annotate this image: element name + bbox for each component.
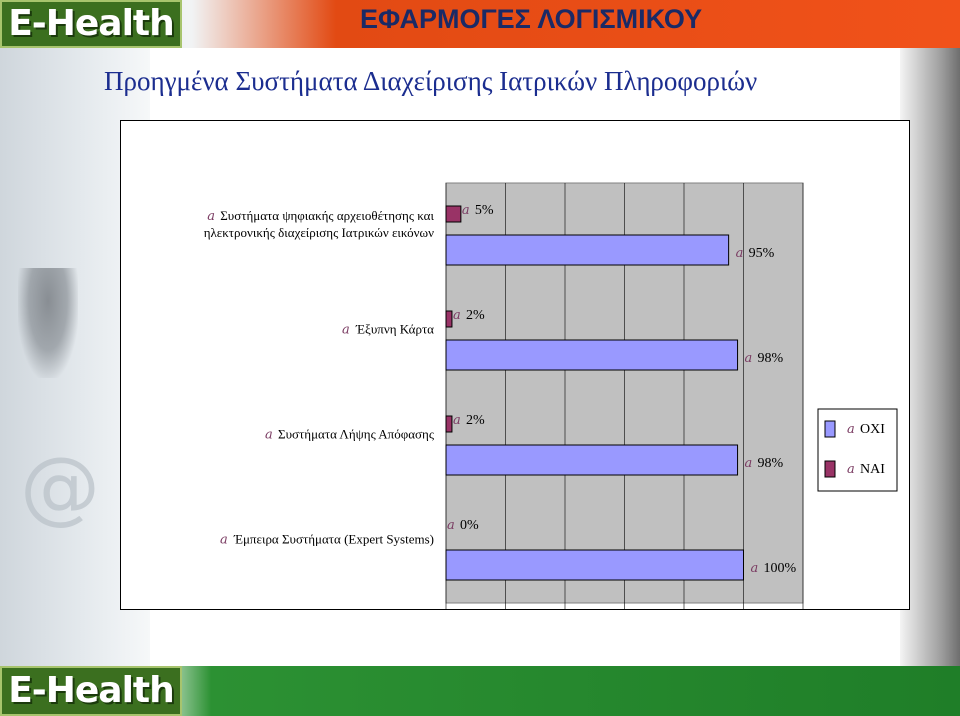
bar-oxi [445,549,744,581]
footer-ehealth-logo: E-Health [0,666,182,716]
legend-label: ΟΧΙ [860,422,885,437]
data-label-bullet-icon: a [453,413,461,428]
category-bullet-icon: a [342,323,350,338]
data-label-nai: 5% [475,203,494,218]
data-label-oxi: 95% [749,246,775,261]
bar-oxi [445,444,739,476]
data-label-nai: 0% [460,518,479,533]
background-panel-right [900,48,960,668]
category-bullet-icon: a [220,533,228,548]
data-label-oxi: 98% [758,456,784,471]
data-label-bullet-icon: a [736,246,744,261]
chart-frame: 5% 95% a a Συστήματα ψηφιακής αρχειοθέτησης … [120,120,910,610]
ehealth-logo: E-Health [0,0,182,48]
category-label: Συστήματα ψηφιακής αρχειοθέτησης και [220,208,434,223]
data-label-nai: 2% [466,308,485,323]
data-label-oxi: 100% [764,561,797,576]
legend-swatch [824,420,836,438]
data-label-bullet-icon: a [462,203,470,218]
category-label: Έξυπνη Κάρτα [355,322,434,337]
page-title: Προηγμένα Συστήματα Διαχείρισης Ιατρικών… [104,66,758,96]
legend-bullet-icon: a [847,462,855,477]
bar-nai [445,205,462,223]
bar-oxi [445,234,730,266]
data-label-bullet-icon: a [751,561,759,576]
bar-nai [445,310,453,328]
category-label: Έμπειρα Συστήματα (Expert Systems) [233,532,434,547]
data-label-bullet-icon: a [447,518,455,533]
legend-swatch [824,460,836,478]
category-label: ηλεκτρονικής διαχείρισης Ιατρικών εικόνω… [204,225,434,240]
bar-nai [445,415,453,433]
background-person-figure [18,268,78,378]
data-label-nai: 2% [466,413,485,428]
data-label-bullet-icon: a [453,308,461,323]
header-title: ΕΦΑΡΜΟΓΕΣ ΛΟΓΙΣΜΙΚΟΥ [360,4,703,34]
legend-bullet-icon: a [847,422,855,437]
bar-chart: 5% 95% a a Συστήματα ψηφιακής αρχειοθέτησης … [204,182,898,609]
data-label-bullet-icon: a [745,456,753,471]
data-label-bullet-icon: a [745,351,753,366]
data-label-oxi: 98% [758,351,784,366]
background-at-symbol-icon: @ [20,440,100,533]
bar-oxi [445,339,739,371]
category-bullet-icon: a [265,428,273,443]
category-bullet-icon: a [207,209,215,224]
legend-label: ΝΑΙ [860,462,885,477]
category-label: Συστήματα Λήψης Απόφασης [278,427,435,442]
